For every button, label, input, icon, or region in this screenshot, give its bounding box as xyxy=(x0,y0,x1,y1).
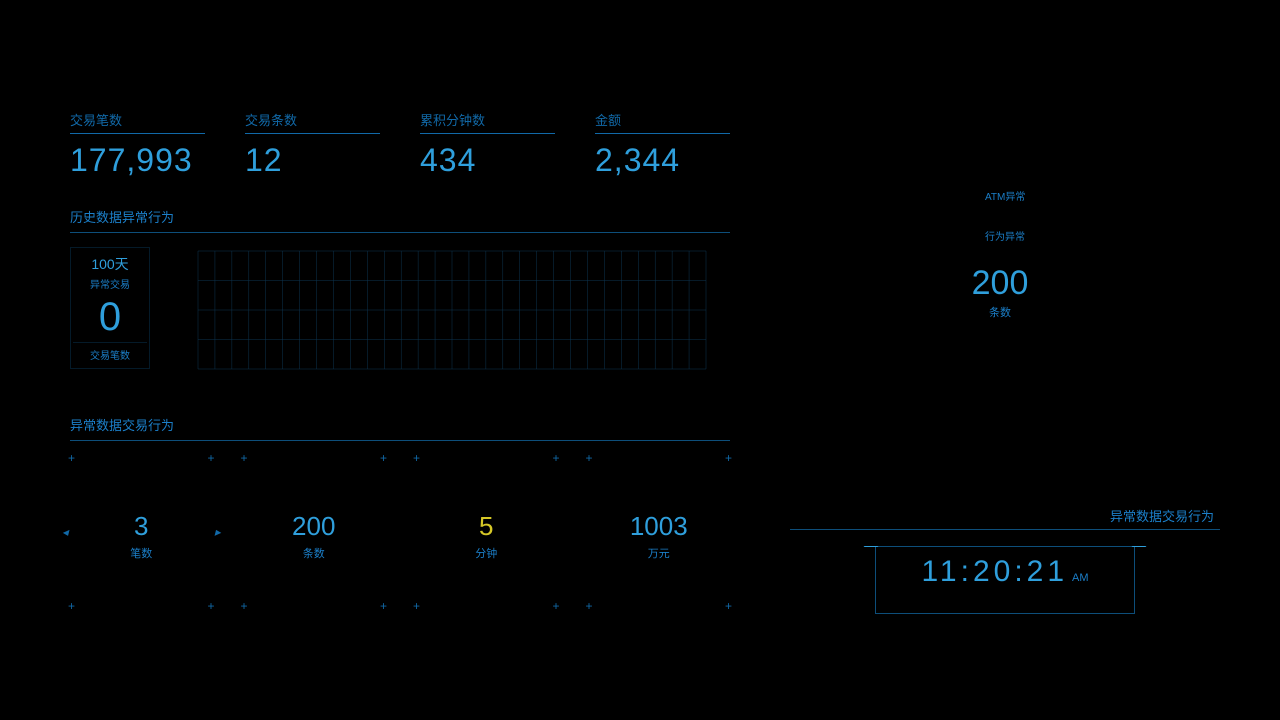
gauges-row: ◂▸ 3 笔数 200 条数 5 分钟 1003 万元 xyxy=(70,457,730,607)
gauge-label: 条数 xyxy=(243,545,386,561)
clock-time: 11:20:21 xyxy=(921,555,1068,588)
gauge-count: ◂▸ 3 笔数 xyxy=(70,457,213,607)
clock-ampm: AM xyxy=(1072,572,1089,584)
gauge-label: 笔数 xyxy=(70,545,213,561)
side-metric-big: 0 xyxy=(73,295,147,340)
gauge-value: 5 xyxy=(415,511,558,542)
stat-value: 2,344 xyxy=(595,142,730,179)
stat-label: 金额 xyxy=(595,110,730,134)
stat-value: 12 xyxy=(245,142,380,179)
ring-label-outer: ATM异常 xyxy=(985,188,1025,203)
stat-transactions: 交易笔数 177,993 xyxy=(70,110,205,179)
side-metric-top: 100天 xyxy=(73,254,147,274)
gauge-label: 万元 xyxy=(588,545,731,561)
stat-value: 434 xyxy=(420,142,555,179)
stats-row: 交易笔数 177,993 交易条数 12 累积分钟数 434 金额 2,344 xyxy=(70,110,730,179)
side-metric-sub: 异常交易 xyxy=(73,276,147,291)
gauge-amount: 1003 万元 xyxy=(588,457,731,607)
section-history-title: 历史数据异常行为 xyxy=(70,207,730,233)
history-side-metric: 100天 异常交易 0 交易笔数 xyxy=(70,247,150,369)
gauge-value: 3 xyxy=(70,511,213,542)
history-area-chart xyxy=(170,247,710,387)
clock: 11:20:21 AM xyxy=(875,546,1135,614)
gauge-value: 200 xyxy=(243,511,386,542)
radial-chart: 200 条数 ATM异常 行为异常 xyxy=(790,80,1210,500)
gauge-minutes: 5 分钟 xyxy=(415,457,558,607)
stat-label: 交易条数 xyxy=(245,110,380,134)
gauge-label: 分钟 xyxy=(415,545,558,561)
gauge-records: 200 条数 xyxy=(243,457,386,607)
side-metric-bottom: 交易笔数 xyxy=(73,342,147,362)
section-anomaly-title: 异常数据交易行为 xyxy=(70,415,730,441)
radial-center-label: 条数 xyxy=(790,304,1210,320)
gauge-value: 1003 xyxy=(588,511,731,542)
stat-minutes: 累积分钟数 434 xyxy=(420,110,555,179)
clock-bars xyxy=(876,595,1134,609)
stat-value: 177,993 xyxy=(70,142,205,179)
stat-records: 交易条数 12 xyxy=(245,110,380,179)
right-subtitle: 异常数据交易行为 xyxy=(790,506,1220,530)
stat-amount: 金额 2,344 xyxy=(595,110,730,179)
stat-label: 累积分钟数 xyxy=(420,110,555,134)
radial-center-value: 200 xyxy=(790,264,1210,303)
stat-label: 交易笔数 xyxy=(70,110,205,134)
ring-label-inner: 行为异常 xyxy=(985,228,1025,243)
